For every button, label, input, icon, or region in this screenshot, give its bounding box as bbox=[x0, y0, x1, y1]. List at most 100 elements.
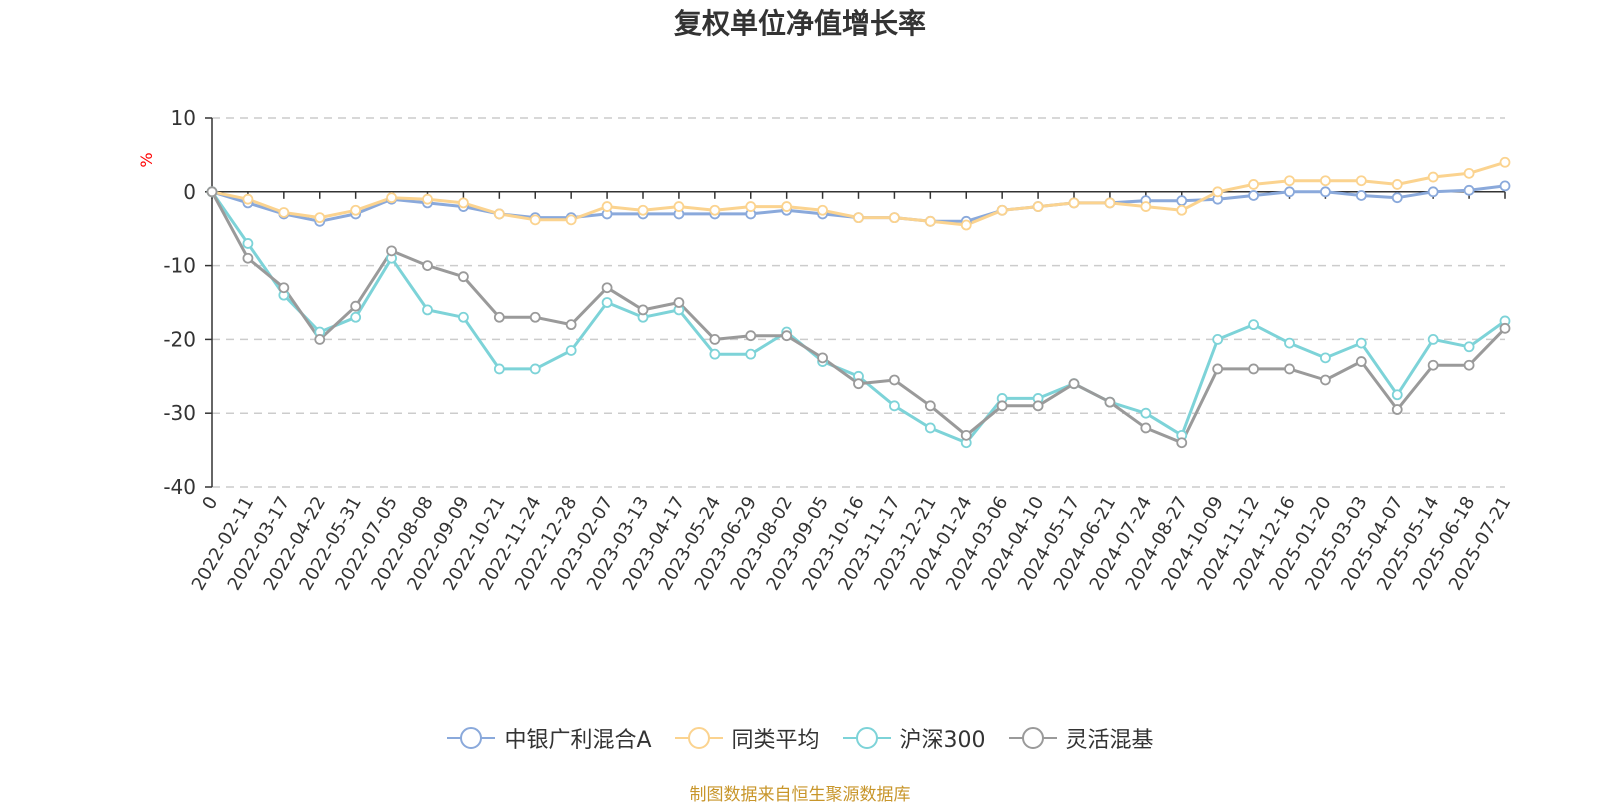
data-point-series-3 bbox=[1176, 437, 1188, 449]
data-point-series-1 bbox=[1355, 175, 1367, 187]
legend-label: 沪深300 bbox=[899, 728, 986, 753]
data-point-series-2 bbox=[1320, 352, 1331, 364]
data-point-series-3 bbox=[242, 252, 254, 264]
data-point-series-3 bbox=[565, 319, 577, 331]
data-point-series-2 bbox=[493, 363, 505, 375]
data-point-series-0 bbox=[1284, 186, 1295, 198]
data-point-series-2 bbox=[458, 311, 469, 323]
data-point-series-1 bbox=[529, 214, 541, 226]
data-point-series-1 bbox=[386, 192, 397, 204]
data-point-series-3 bbox=[1140, 422, 1152, 434]
data-point-series-3 bbox=[853, 378, 864, 390]
data-point-series-0 bbox=[1176, 195, 1188, 207]
data-point-series-1 bbox=[709, 204, 721, 216]
data-point-series-3 bbox=[960, 429, 972, 441]
data-source-note: 制图数据来自恒生聚源数据库 bbox=[689, 785, 911, 805]
data-point-series-2 bbox=[350, 311, 362, 323]
data-point-series-3 bbox=[1248, 363, 1259, 375]
data-point-series-0 bbox=[1463, 184, 1475, 196]
grid-lines bbox=[212, 117, 1505, 488]
data-point-series-3 bbox=[1499, 322, 1511, 334]
data-point-series-3 bbox=[206, 186, 218, 198]
data-point-series-1 bbox=[1391, 179, 1403, 190]
data-point-series-1 bbox=[781, 201, 793, 212]
data-point-series-1 bbox=[422, 193, 433, 205]
data-point-series-2 bbox=[1355, 337, 1367, 349]
data-point-series-3 bbox=[1032, 400, 1044, 412]
legend-item-series-3[interactable]: 灵活混基 bbox=[1008, 722, 1154, 754]
data-point-series-3 bbox=[601, 282, 613, 294]
data-point-series-1 bbox=[1320, 175, 1331, 187]
y-tick-label: -40 bbox=[163, 475, 196, 499]
data-point-series-1 bbox=[1463, 167, 1475, 179]
data-point-series-1 bbox=[1284, 175, 1295, 187]
legend-label: 同类平均 bbox=[731, 728, 820, 753]
data-point-series-3 bbox=[1355, 356, 1367, 367]
data-point-series-3 bbox=[1284, 363, 1295, 375]
data-point-series-2 bbox=[924, 422, 936, 434]
data-point-series-0 bbox=[1355, 190, 1367, 201]
data-point-series-1 bbox=[853, 212, 864, 224]
data-point-series-3 bbox=[1320, 374, 1331, 386]
legend-marker-icon bbox=[842, 727, 891, 749]
data-point-series-1 bbox=[1427, 171, 1439, 183]
data-point-series-3 bbox=[817, 352, 828, 364]
chart-title: 复权单位净值增长率 bbox=[673, 7, 926, 40]
data-point-series-2 bbox=[565, 345, 577, 356]
legend-marker-icon bbox=[447, 727, 496, 749]
y-axis-label: % bbox=[137, 152, 156, 167]
data-point-series-3 bbox=[1068, 378, 1080, 390]
y-tick-label: -30 bbox=[163, 401, 196, 425]
data-point-series-3 bbox=[1391, 404, 1403, 415]
data-point-series-3 bbox=[458, 271, 469, 283]
data-point-series-1 bbox=[1176, 204, 1188, 216]
data-point-series-0 bbox=[1499, 180, 1511, 192]
data-point-series-3 bbox=[709, 333, 721, 345]
data-point-series-2 bbox=[1391, 389, 1403, 401]
data-point-series-1 bbox=[1068, 197, 1080, 209]
data-point-series-1 bbox=[817, 204, 828, 216]
data-point-series-3 bbox=[529, 311, 541, 323]
data-point-series-3 bbox=[1427, 359, 1439, 371]
legend-item-series-1[interactable]: 同类平均 bbox=[674, 722, 820, 754]
data-point-series-1 bbox=[960, 219, 972, 231]
data-point-series-1 bbox=[1499, 156, 1511, 168]
data-point-series-3 bbox=[673, 297, 685, 308]
data-point-series-3 bbox=[278, 282, 290, 294]
data-point-series-3 bbox=[493, 311, 505, 323]
data-point-series-1 bbox=[493, 208, 505, 220]
data-point-series-1 bbox=[565, 214, 577, 226]
data-point-series-3 bbox=[924, 400, 936, 412]
data-point-series-1 bbox=[350, 204, 362, 216]
data-point-series-0 bbox=[1391, 192, 1403, 204]
series-lines bbox=[210, 160, 1507, 445]
data-point-series-3 bbox=[422, 260, 433, 272]
data-point-series-1 bbox=[458, 197, 469, 209]
data-point-series-1 bbox=[314, 212, 326, 224]
data-point-series-3 bbox=[637, 304, 649, 316]
data-point-series-2 bbox=[601, 297, 613, 308]
data-point-series-1 bbox=[673, 201, 685, 212]
data-point-series-1 bbox=[1032, 201, 1044, 212]
data-point-series-1 bbox=[601, 201, 613, 212]
data-point-series-2 bbox=[889, 400, 900, 412]
data-point-series-3 bbox=[996, 400, 1008, 412]
data-point-series-0 bbox=[1427, 186, 1439, 198]
legend-marker-icon bbox=[674, 727, 723, 749]
data-point-series-1 bbox=[996, 204, 1008, 216]
legend-item-series-2[interactable]: 沪深300 bbox=[842, 722, 986, 754]
data-point-series-2 bbox=[745, 348, 757, 360]
legend-item-series-0[interactable]: 中银广利混合A bbox=[446, 722, 652, 754]
x-tick-label: 0 bbox=[198, 493, 222, 513]
legend-label: 中银广利混合A bbox=[504, 728, 652, 753]
y-tick-label: -20 bbox=[163, 327, 196, 351]
data-point-series-3 bbox=[314, 333, 326, 345]
series-markers bbox=[206, 156, 1511, 449]
data-point-series-1 bbox=[1212, 186, 1224, 198]
data-point-series-3 bbox=[781, 330, 793, 342]
data-point-series-1 bbox=[745, 201, 757, 212]
data-point-series-1 bbox=[1248, 179, 1259, 190]
series-line-3 bbox=[210, 190, 1507, 445]
data-point-series-2 bbox=[1248, 319, 1259, 331]
